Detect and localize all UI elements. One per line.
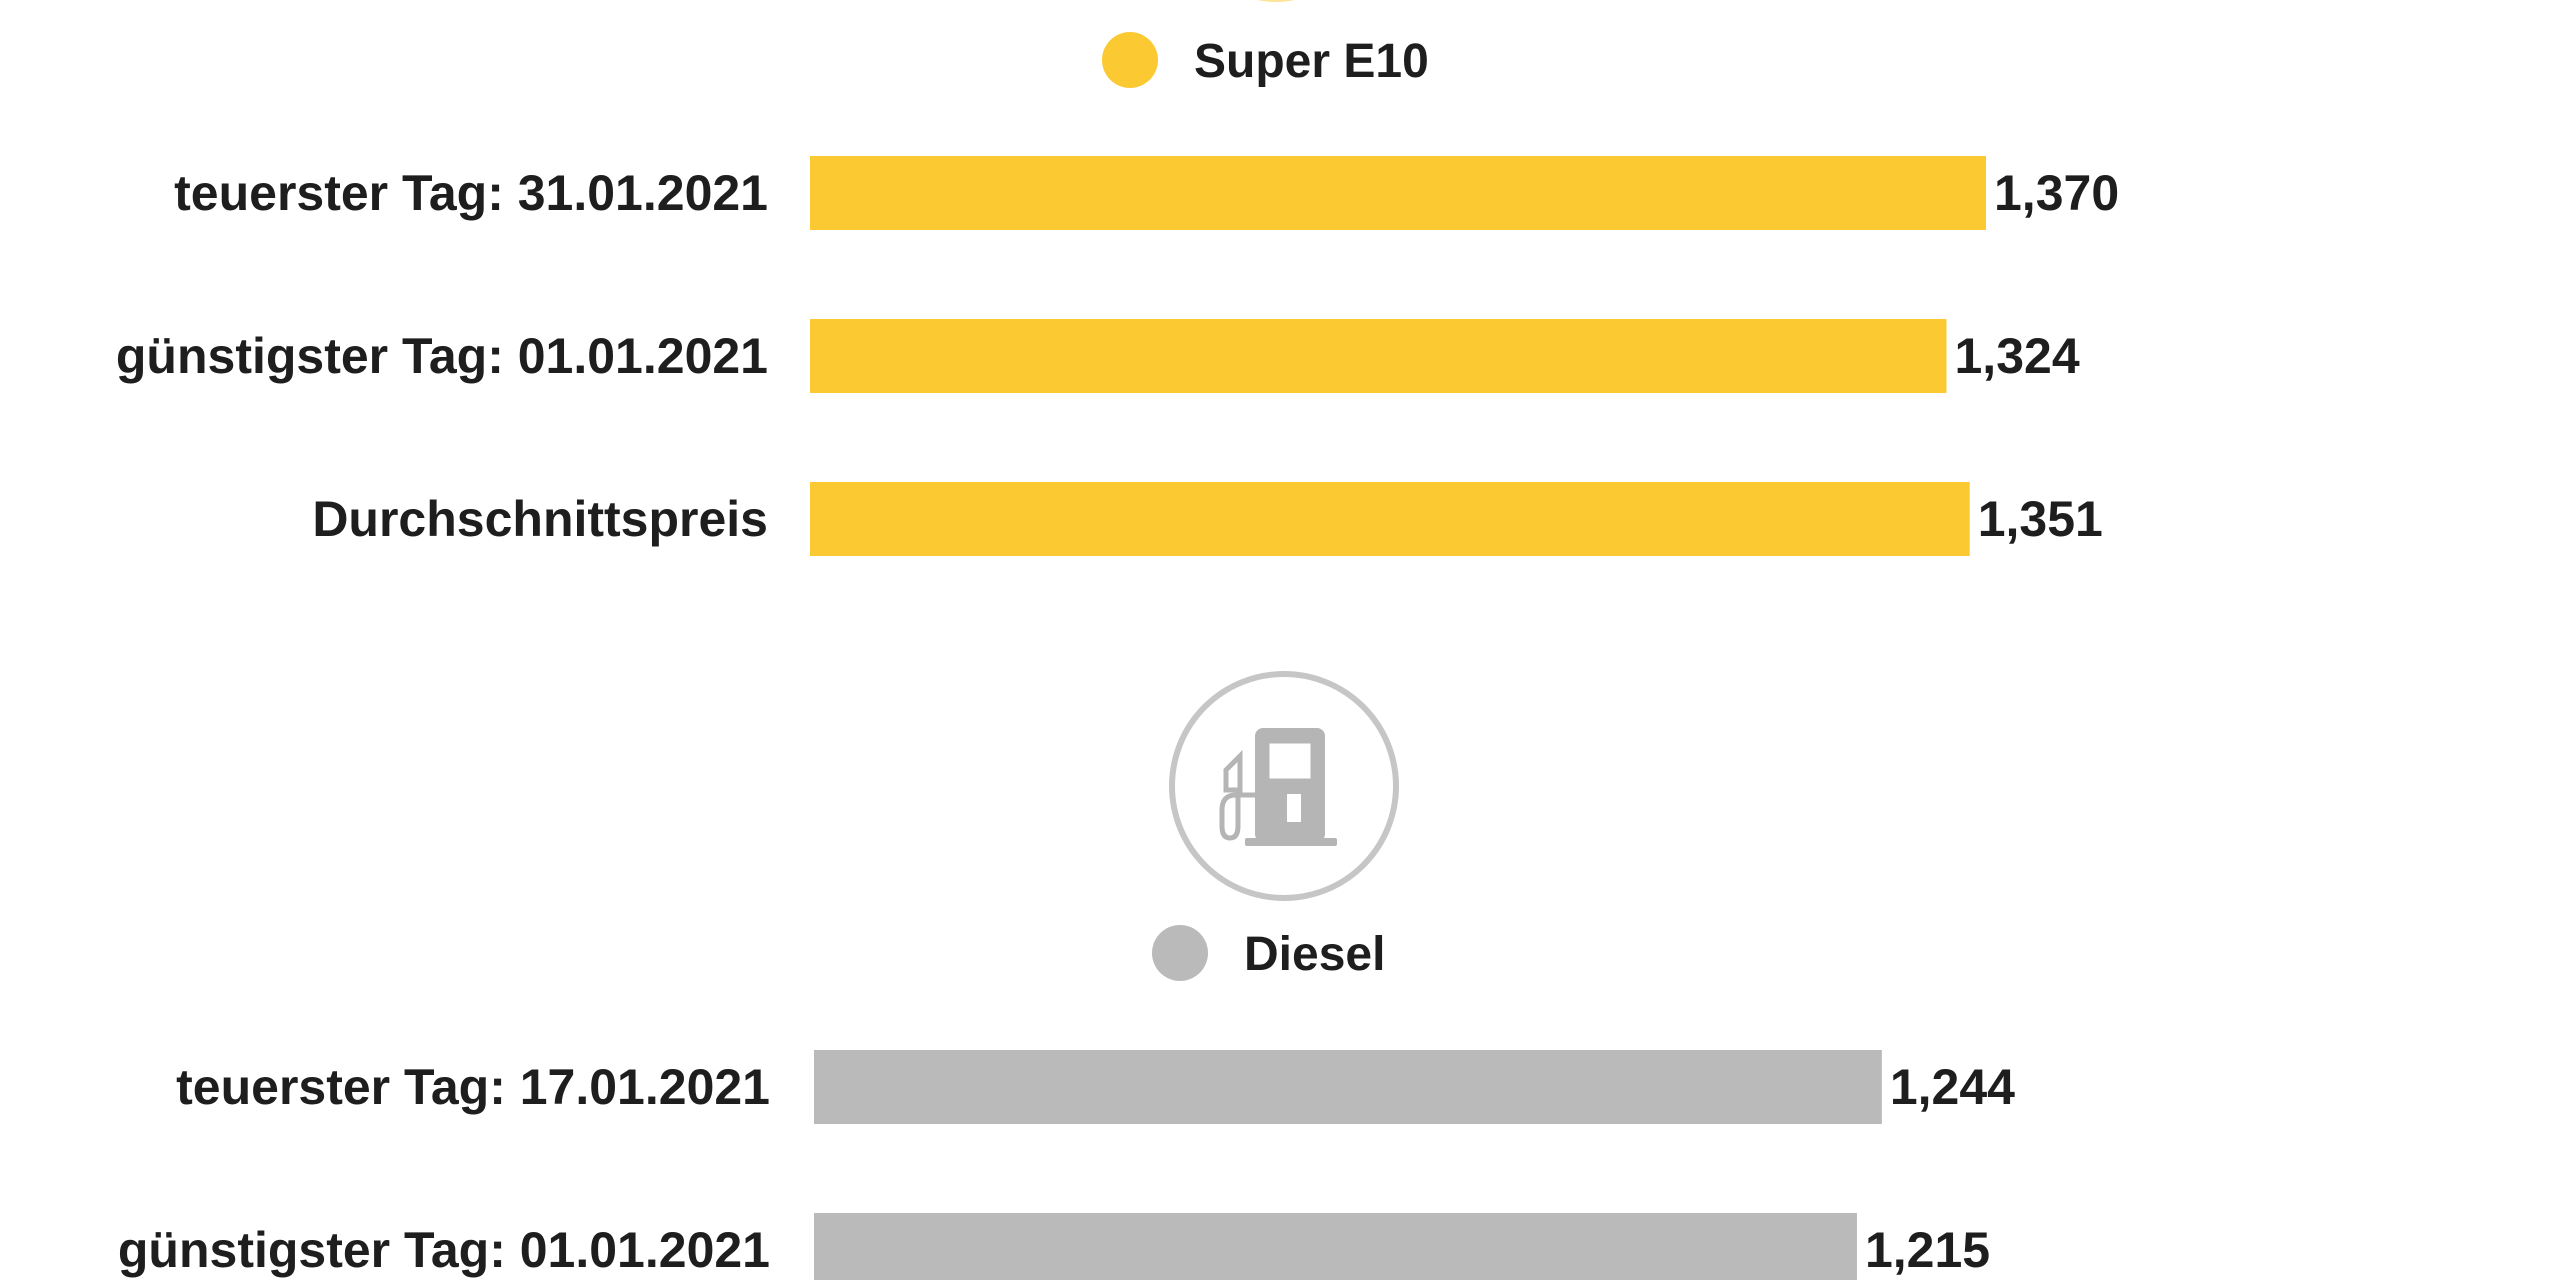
- value-label-super-e10-0: 1,370: [1994, 165, 2119, 221]
- category-label-diesel-1: günstigster Tag: 01.01.2021: [118, 1222, 770, 1278]
- value-label-diesel-1: 1,215: [1865, 1222, 1990, 1278]
- bar-group-diesel: teuerster Tag: 17.01.2021 1,244 günstigste…: [118, 1050, 2015, 1280]
- category-label-super-e10-0: teuerster Tag: 31.01.2021: [174, 165, 768, 221]
- value-label-diesel-0: 1,244: [1890, 1059, 2015, 1115]
- bar-super-e10-2: [810, 482, 1970, 556]
- legend-label-super-e10: Super E10: [1194, 35, 1429, 88]
- bar-group-super-e10: teuerster Tag: 31.01.2021 1,370 günstigste…: [116, 156, 2119, 556]
- legend-label-diesel: Diesel: [1244, 928, 1385, 981]
- bar-super-e10-1: [810, 319, 1947, 393]
- top-icon-fragment: [1257, 0, 1295, 2]
- value-label-super-e10-2: 1,351: [1978, 491, 2103, 547]
- bar-diesel-1: [814, 1213, 1857, 1280]
- category-label-super-e10-2: Durchschnittspreis: [312, 491, 768, 547]
- bar-super-e10-0: [810, 156, 1986, 230]
- legend-diesel: Diesel: [1152, 925, 1385, 981]
- category-label-super-e10-1: günstigster Tag: 01.01.2021: [116, 328, 768, 384]
- legend-dot-diesel: [1152, 925, 1208, 981]
- fuel-pump-icon: [1169, 671, 1399, 901]
- legend-super-e10: Super E10: [1102, 32, 1429, 88]
- category-label-diesel-0: teuerster Tag: 17.01.2021: [176, 1059, 770, 1115]
- legend-dot-super-e10: [1102, 32, 1158, 88]
- value-label-super-e10-1: 1,324: [1955, 328, 2080, 384]
- bar-diesel-0: [814, 1050, 1882, 1124]
